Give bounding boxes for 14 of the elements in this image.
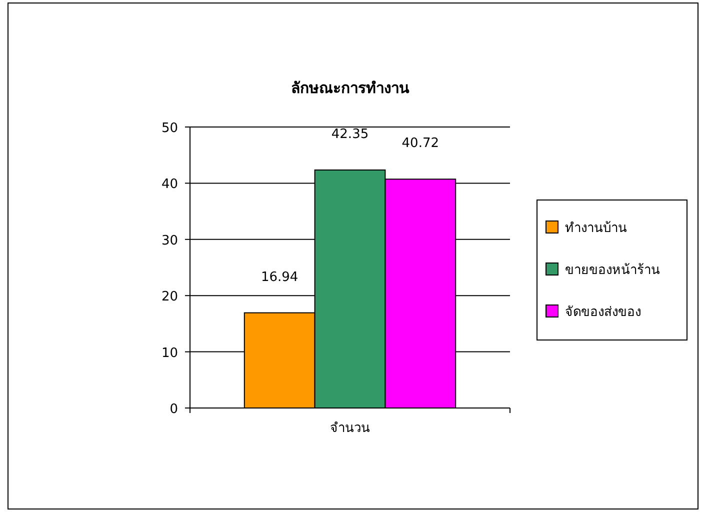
chart-title: ลักษณะการทำงาน	[291, 79, 410, 97]
y-tick-label: 40	[161, 177, 178, 192]
legend-label: ขายของหน้าร้าน	[565, 263, 660, 278]
x-tick-label: จำนวน	[330, 421, 370, 436]
legend-label: ทำงานบ้าน	[565, 221, 627, 236]
data-label: 40.72	[402, 136, 440, 152]
y-tick-label: 50	[161, 121, 178, 136]
y-tick-label: 20	[161, 290, 178, 305]
y-tick-label: 10	[161, 346, 178, 361]
y-tick-label: 30	[161, 233, 178, 248]
legend-label: จัดของส่งของ	[565, 305, 641, 320]
data-label: 42.35	[331, 126, 369, 142]
y-tick-label: 0	[170, 402, 178, 417]
data-label: 16.94	[260, 270, 298, 285]
